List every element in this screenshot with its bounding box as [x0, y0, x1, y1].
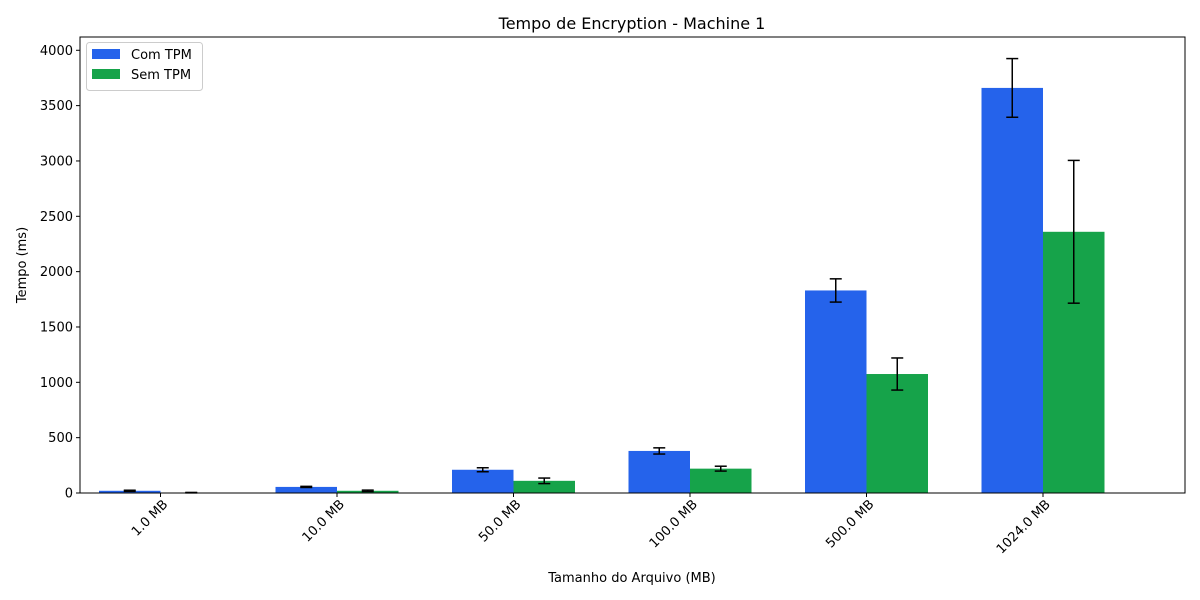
- bar: [866, 374, 928, 493]
- y-tick-label: 4000: [40, 44, 73, 59]
- y-tick-label: 2000: [40, 265, 73, 280]
- y-tick-label: 1500: [40, 320, 73, 335]
- legend-swatch: [92, 69, 120, 79]
- bar: [690, 468, 752, 493]
- error-bars: [123, 57, 1080, 494]
- bar: [805, 290, 867, 493]
- bar: [628, 450, 690, 493]
- x-tick-label: 10.0 MB: [300, 497, 348, 545]
- bar: [275, 486, 337, 493]
- x-tick-label: 1.0 MB: [129, 497, 171, 539]
- y-tick-label: 1000: [40, 376, 73, 391]
- x-tick-label: 500.0 MB: [823, 497, 877, 551]
- bar: [513, 480, 575, 493]
- x-axis-ticks: 1.0 MB 10.0 MB 50.0 MB 100.0 MB 500.0 MB 1024…: [129, 493, 1054, 557]
- y-tick-label: 500: [48, 431, 73, 446]
- y-tick-label: 3500: [40, 99, 73, 114]
- x-tick-label: 1024.0 MB: [994, 497, 1054, 557]
- legend-label: Sem TPM: [131, 68, 191, 83]
- bars: [99, 87, 1105, 493]
- y-axis-label: Tempo (ms): [15, 227, 30, 304]
- legend: Com TPM Sem TPM: [86, 42, 203, 91]
- y-tick-label: 0: [65, 487, 73, 502]
- legend-swatch: [92, 49, 120, 59]
- x-tick-label: 100.0 MB: [647, 497, 701, 551]
- x-tick-label: 50.0 MB: [476, 497, 524, 545]
- y-tick-label: 2500: [40, 210, 73, 225]
- x-axis-label: Tamanho do Arquivo (MB): [547, 571, 715, 586]
- y-tick-label: 3000: [40, 154, 73, 169]
- bar: [452, 469, 514, 493]
- legend-label: Com TPM: [131, 48, 192, 63]
- y-axis-ticks: 0 500 1000 1500 2000 2500 3000 3500 4000: [40, 44, 80, 502]
- bar: [981, 87, 1043, 493]
- chart-title: Tempo de Encryption - Machine 1: [498, 14, 766, 33]
- plot-frame: [79, 36, 1186, 494]
